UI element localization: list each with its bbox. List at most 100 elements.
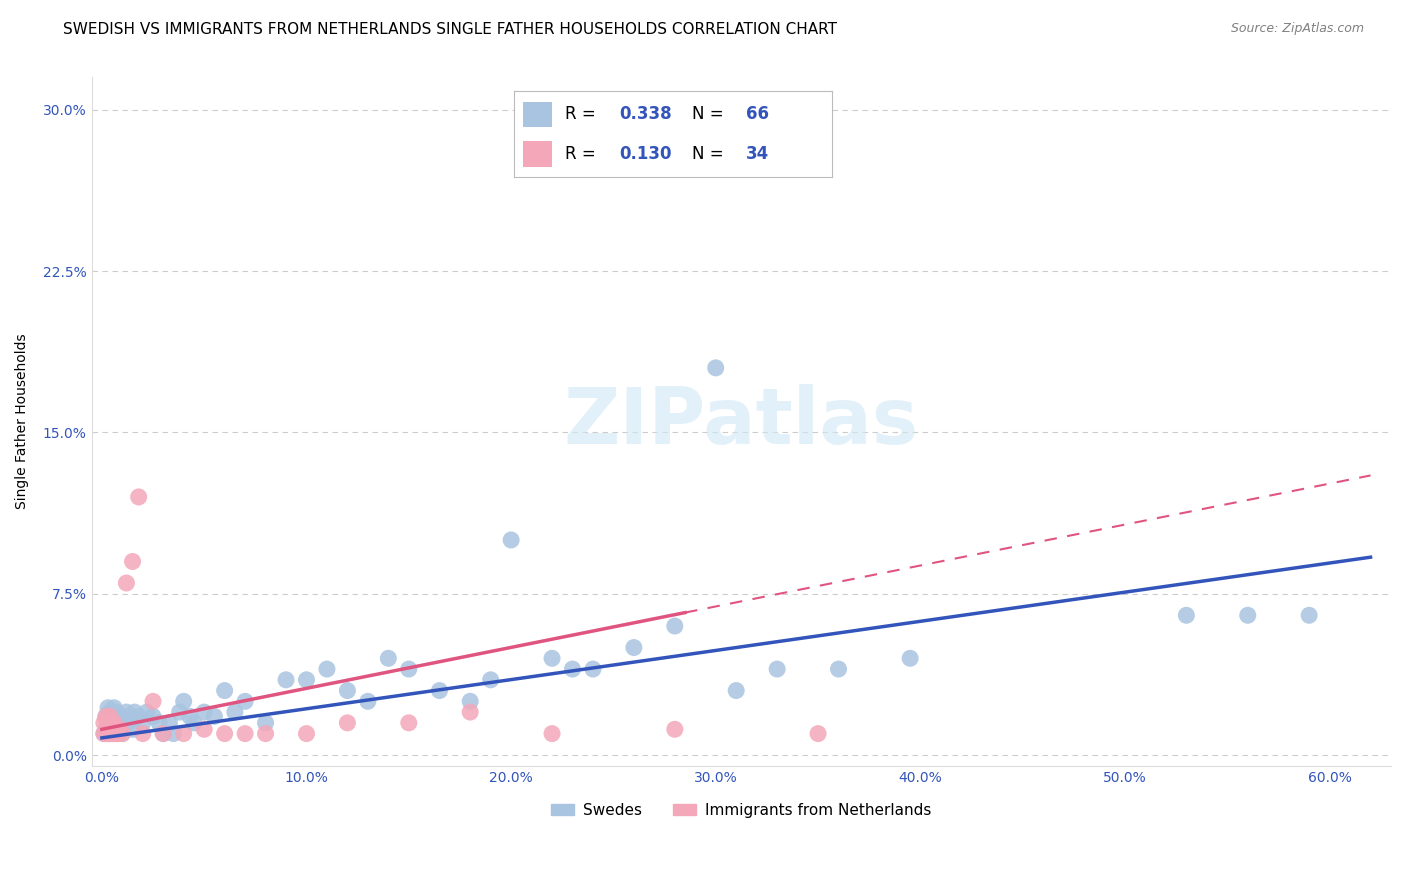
Point xyxy=(103,715,125,730)
Point xyxy=(1175,608,1198,623)
Point xyxy=(142,694,165,708)
Point xyxy=(93,715,115,730)
Point xyxy=(316,662,339,676)
Point xyxy=(148,715,170,730)
Point xyxy=(107,709,129,723)
Point xyxy=(295,726,318,740)
Point xyxy=(121,723,143,737)
Point xyxy=(124,705,146,719)
Point xyxy=(623,640,645,655)
Point xyxy=(115,576,138,591)
Point xyxy=(193,705,215,719)
Point xyxy=(766,662,789,676)
Point xyxy=(458,694,481,708)
Point xyxy=(112,715,135,730)
Point xyxy=(274,673,297,687)
Point xyxy=(105,705,128,719)
Point xyxy=(336,715,359,730)
Point xyxy=(458,705,481,719)
Point xyxy=(135,705,157,719)
Point xyxy=(142,709,165,723)
Point xyxy=(179,709,201,723)
Legend: Swedes, Immigrants from Netherlands: Swedes, Immigrants from Netherlands xyxy=(546,797,938,823)
Point xyxy=(398,715,420,730)
Point xyxy=(97,715,120,730)
Point xyxy=(128,709,150,723)
Point xyxy=(98,709,121,723)
Point xyxy=(93,726,115,740)
Point xyxy=(357,694,380,708)
Point xyxy=(501,533,523,547)
Point xyxy=(103,715,125,730)
Point xyxy=(101,726,124,740)
Point xyxy=(105,726,128,740)
Point xyxy=(233,726,256,740)
Point xyxy=(725,683,748,698)
Point xyxy=(561,662,583,676)
Point xyxy=(94,723,117,737)
Point xyxy=(132,715,155,730)
Point xyxy=(582,662,605,676)
Point xyxy=(898,651,921,665)
Point xyxy=(101,723,124,737)
Point xyxy=(121,554,143,568)
Point xyxy=(1298,608,1320,623)
Point xyxy=(254,726,277,740)
Point xyxy=(377,651,399,665)
Point xyxy=(807,726,830,740)
Point xyxy=(105,726,128,740)
Point xyxy=(110,723,132,737)
Y-axis label: Single Father Households: Single Father Households xyxy=(15,334,30,509)
Point xyxy=(202,709,225,723)
Text: ZIPatlas: ZIPatlas xyxy=(564,384,918,459)
Point xyxy=(107,723,129,737)
Point xyxy=(101,715,124,730)
Point xyxy=(157,715,180,730)
Point xyxy=(132,726,155,740)
Point xyxy=(111,726,134,740)
Point xyxy=(103,700,125,714)
Point xyxy=(214,726,236,740)
Point xyxy=(233,694,256,708)
Point xyxy=(193,723,215,737)
Point xyxy=(704,360,727,375)
Point xyxy=(98,726,121,740)
Point xyxy=(152,726,174,740)
Point xyxy=(173,726,195,740)
Point xyxy=(664,723,686,737)
Text: Source: ZipAtlas.com: Source: ZipAtlas.com xyxy=(1230,22,1364,36)
Point xyxy=(336,683,359,698)
Point xyxy=(214,683,236,698)
Point xyxy=(98,705,121,719)
Point xyxy=(110,715,132,730)
Point xyxy=(429,683,451,698)
Point xyxy=(479,673,502,687)
Point xyxy=(97,715,120,730)
Point xyxy=(827,662,849,676)
Point xyxy=(115,705,138,719)
Point xyxy=(120,709,142,723)
Point xyxy=(224,705,246,719)
Point xyxy=(152,726,174,740)
Point xyxy=(541,651,564,665)
Point xyxy=(117,715,139,730)
Point xyxy=(101,709,124,723)
Point xyxy=(93,726,115,740)
Point xyxy=(107,726,129,740)
Point xyxy=(162,726,184,740)
Point xyxy=(111,709,134,723)
Point xyxy=(169,705,191,719)
Point xyxy=(254,715,277,730)
Point xyxy=(94,709,117,723)
Point xyxy=(664,619,686,633)
Point xyxy=(111,726,134,740)
Point xyxy=(541,726,564,740)
Text: SWEDISH VS IMMIGRANTS FROM NETHERLANDS SINGLE FATHER HOUSEHOLDS CORRELATION CHAR: SWEDISH VS IMMIGRANTS FROM NETHERLANDS S… xyxy=(63,22,837,37)
Point xyxy=(398,662,420,676)
Point xyxy=(1236,608,1258,623)
Point xyxy=(94,726,117,740)
Point xyxy=(173,694,195,708)
Point xyxy=(128,490,150,504)
Point xyxy=(98,726,121,740)
Point xyxy=(94,709,117,723)
